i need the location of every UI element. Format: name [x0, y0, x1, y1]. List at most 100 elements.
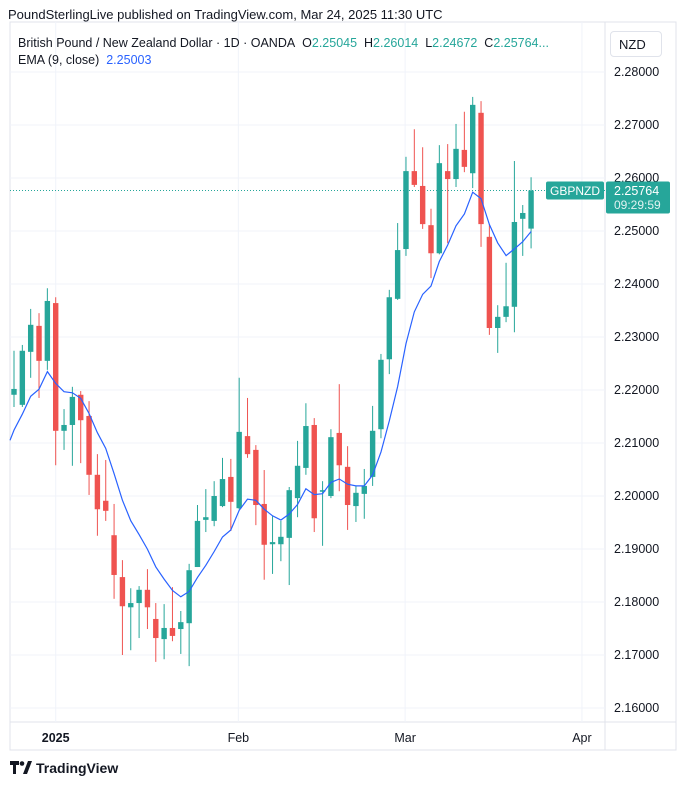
candle-body-down — [478, 112, 484, 225]
last-price-value: 2.25764 — [614, 184, 659, 198]
candle-body-up — [11, 388, 17, 395]
candle-body-down — [419, 185, 426, 225]
candle-body-down — [36, 325, 42, 361]
candle-body-up — [203, 517, 209, 520]
candle-body-up — [303, 426, 309, 468]
price-tick-label: 2.22000 — [614, 383, 659, 397]
chart-legend: British Pound / New Zealand Dollar · 1D … — [18, 35, 549, 69]
candle-body-up — [403, 171, 409, 250]
candle-body-down — [78, 394, 84, 421]
price-tick-label: 2.19000 — [614, 542, 659, 556]
candle-body-down — [261, 503, 267, 545]
close-label: C — [484, 36, 494, 50]
candle-body-down — [144, 589, 151, 608]
low-value: 2.24672 — [432, 36, 478, 50]
ema-line — [9, 191, 532, 598]
candle-body-up — [386, 297, 392, 360]
low-label: L — [425, 36, 433, 50]
candle-body-up — [211, 496, 217, 521]
high-value: 2.26014 — [373, 36, 419, 50]
bar-countdown: 09:29:59 — [614, 198, 661, 212]
candle-body-down — [169, 627, 176, 636]
candle-body-up — [44, 300, 51, 361]
candle-body-down — [344, 466, 351, 506]
candle-body-up — [161, 627, 167, 640]
price-tick-label: 2.17000 — [614, 648, 659, 662]
candle-body-up — [503, 306, 509, 317]
candle-body-up — [378, 359, 384, 430]
time-tick-label: 2025 — [42, 731, 70, 745]
symbol-tag — [546, 181, 604, 200]
ohlc-row: British Pound / New Zealand Dollar · 1D … — [18, 35, 549, 52]
candle-body-up — [69, 396, 76, 425]
candle-body-up — [319, 490, 326, 492]
candle-body-up — [328, 437, 334, 496]
candle-body-up — [136, 589, 142, 604]
price-tick-label: 2.25000 — [614, 224, 659, 238]
candle-body-up — [186, 570, 192, 624]
candle-body-up — [61, 424, 67, 431]
time-tick-label: Feb — [228, 731, 250, 745]
candle-body-down — [119, 577, 126, 607]
candle-body-up — [278, 536, 284, 545]
open-value: 2.25045 — [311, 36, 358, 50]
candle-body-up — [495, 316, 501, 328]
ema-value: 2.25003 — [106, 53, 152, 67]
candle-body-up — [453, 148, 459, 180]
candle-body-down — [411, 171, 418, 185]
candle-body-down — [53, 303, 59, 431]
candle-body-down — [153, 618, 159, 639]
price-tick-label: 2.16000 — [614, 701, 659, 715]
candle-body-down — [94, 474, 101, 510]
price-tick-label: 2.26000 — [614, 171, 659, 185]
candle-body-up — [27, 324, 34, 352]
candle-body-down — [253, 449, 259, 506]
candle-body-down — [244, 436, 251, 455]
candle-body-up — [19, 350, 26, 405]
symbol-title[interactable]: British Pound / New Zealand Dollar · 1D … — [18, 36, 296, 50]
ema-label[interactable]: EMA (9, close) — [18, 53, 100, 67]
candle-body-up — [353, 492, 359, 507]
price-tick-label: 2.18000 — [614, 595, 659, 609]
price-tick-label: 2.24000 — [614, 277, 659, 291]
logo-text: TradingView — [36, 760, 119, 776]
candle-body-up — [394, 250, 401, 299]
candle-body-up — [511, 221, 518, 307]
candle-body-down — [486, 236, 493, 328]
currency-button[interactable]: NZD — [610, 31, 662, 57]
price-tick-label: 2.27000 — [614, 118, 659, 132]
candle-body-down — [228, 476, 234, 502]
price-tick-label: 2.21000 — [614, 436, 659, 450]
candle-body-up — [269, 542, 276, 545]
tradingview-logo-icon — [10, 761, 32, 774]
candle-body-up — [194, 520, 201, 568]
open-label: O — [302, 36, 312, 50]
candle-body-up — [436, 163, 443, 254]
candle-body-up — [128, 603, 134, 608]
price-tick-label: 2.23000 — [614, 330, 659, 344]
candle-body-down — [461, 149, 468, 167]
price-tick-label: 2.20000 — [614, 489, 659, 503]
ema-row: EMA (9, close) 2.25003 — [18, 52, 549, 69]
candle-body-up — [294, 465, 301, 499]
candle-body-up — [369, 430, 376, 477]
candle-body-up — [236, 431, 242, 509]
candle-body-down — [336, 432, 342, 466]
price-tick-label: 2.28000 — [614, 65, 659, 79]
candle-body-up — [520, 212, 526, 219]
chart-frame — [9, 21, 677, 751]
candle-body-down — [111, 535, 117, 575]
tradingview-logo[interactable]: TradingView — [10, 760, 118, 776]
last-price-tag — [606, 181, 670, 214]
time-tick-label: Mar — [394, 731, 416, 745]
candle-body-up — [361, 485, 367, 494]
candle-body-down — [86, 415, 92, 475]
candle-body-down — [103, 500, 109, 511]
close-value: 2.25764... — [493, 36, 549, 50]
candle-body-up — [219, 479, 226, 507]
publisher-line: PoundSterlingLive published on TradingVi… — [8, 7, 443, 22]
time-tick-label: Apr — [572, 731, 591, 745]
candle-body-down — [444, 171, 451, 180]
